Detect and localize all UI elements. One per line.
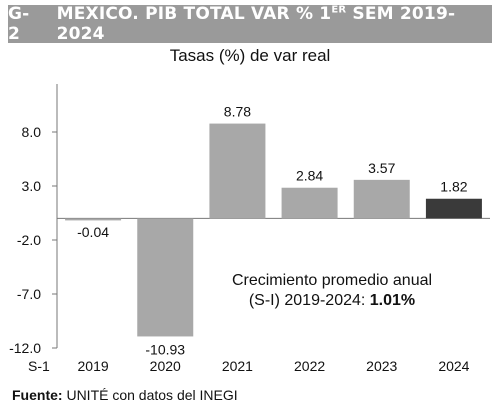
bar-2024 bbox=[425, 198, 482, 219]
bar-2019 bbox=[65, 218, 122, 221]
x-tick-label-2021: 2021 bbox=[222, 358, 253, 374]
chart-title-tail: SEM 2019-2024 bbox=[56, 4, 456, 44]
annotation-value: 1.01% bbox=[370, 292, 415, 309]
bar-2022 bbox=[281, 187, 338, 219]
data-label-2021: 8.78 bbox=[224, 104, 251, 120]
annotation-prefix: (S-I) 2019-2024: bbox=[249, 292, 370, 309]
data-label-2022: 2.84 bbox=[296, 168, 323, 184]
source-label: Fuente: bbox=[12, 387, 63, 403]
x-tick-label-2020: 2020 bbox=[150, 358, 181, 374]
source-footer: Fuente: UNITÉ con datos del INEGI bbox=[12, 387, 238, 403]
x-axis-label: S-1 bbox=[28, 358, 50, 374]
y-tick-label: 8.0 bbox=[22, 124, 42, 140]
y-tick-label: -2.0 bbox=[17, 232, 41, 248]
bar-2021 bbox=[209, 123, 266, 219]
bar-2023 bbox=[353, 179, 410, 219]
chart-code: G-2 bbox=[8, 4, 30, 44]
data-label-2023: 3.57 bbox=[368, 160, 395, 176]
y-tick-label: -12.0 bbox=[9, 340, 41, 356]
chart-subtitle: Tasas (%) de var real bbox=[169, 46, 331, 65]
chart-title-superscript: ER bbox=[331, 4, 347, 16]
x-tick-label-2022: 2022 bbox=[294, 358, 325, 374]
y-tick-label: 3.0 bbox=[22, 178, 42, 194]
data-label-2019: -0.04 bbox=[77, 224, 109, 240]
x-tick-label-2019: 2019 bbox=[78, 358, 109, 374]
data-label-2024: 1.82 bbox=[440, 179, 467, 195]
chart-title-main: MEXICO. PIB TOTAL VAR % 1 bbox=[56, 4, 332, 24]
annotation-line-2: (S-I) 2019-2024: 1.01% bbox=[249, 292, 415, 309]
chart-header: G-2 MEXICO. PIB TOTAL VAR % 1ER SEM 2019… bbox=[8, 4, 492, 44]
x-tick-label-2024: 2024 bbox=[438, 358, 469, 374]
bar-2020 bbox=[137, 218, 194, 337]
data-label-2020: -10.93 bbox=[145, 341, 185, 357]
chart-title: MEXICO. PIB TOTAL VAR % 1ER SEM 2019-202… bbox=[57, 4, 492, 44]
x-tick-label-2023: 2023 bbox=[366, 358, 397, 374]
source-text: UNITÉ con datos del INEGI bbox=[62, 387, 238, 403]
y-tick-label: -7.0 bbox=[17, 286, 41, 302]
annotation-line-1: Crecimiento promedio anual bbox=[232, 272, 432, 289]
